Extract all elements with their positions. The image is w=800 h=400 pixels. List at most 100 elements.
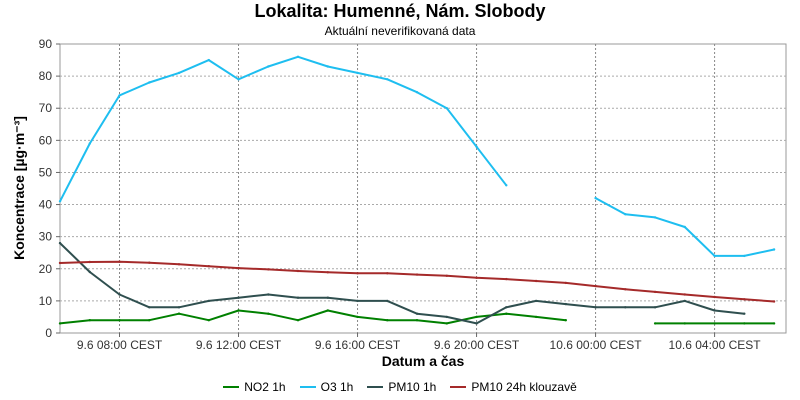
data-point [148, 81, 151, 84]
x-tick-label: 9.6 12:00 CEST [196, 338, 282, 352]
data-point [148, 261, 151, 264]
data-point [356, 299, 359, 303]
series-line-2 [59, 242, 745, 325]
data-point [386, 78, 389, 81]
data-point [356, 272, 359, 275]
data-point [415, 91, 419, 94]
data-point [713, 254, 716, 258]
chart-subtitle: Aktuální neverifikovaná data [324, 24, 476, 38]
legend-swatch [367, 386, 384, 388]
data-point [772, 322, 776, 325]
data-point [386, 299, 389, 303]
data-point [296, 319, 300, 322]
legend-label: NO2 1h [244, 380, 286, 394]
data-point [177, 263, 181, 266]
data-point [88, 142, 92, 145]
data-point [296, 55, 300, 58]
data-point [415, 273, 419, 276]
data-point [237, 296, 240, 299]
gridlines [60, 44, 786, 333]
data-point [475, 315, 478, 319]
legend-label: PM10 24h klouzavě [471, 380, 577, 394]
data-point [237, 309, 240, 312]
data-point [683, 299, 686, 303]
legend-swatch [450, 386, 467, 388]
data-point [207, 265, 210, 268]
legend-item: PM10 1h [367, 380, 436, 394]
data-point [564, 319, 567, 322]
legend-label: PM10 1h [388, 380, 437, 394]
data-point [743, 254, 746, 258]
series-group [58, 55, 776, 325]
data-point [58, 200, 62, 203]
data-point [296, 269, 300, 273]
data-point [267, 65, 270, 68]
data-point [207, 299, 210, 303]
x-tick-label: 9.6 08:00 CEST [77, 338, 163, 352]
data-point [683, 293, 686, 296]
legend-label: O3 1h [320, 380, 354, 394]
data-point [445, 322, 448, 325]
legend-item: NO2 1h [223, 380, 286, 394]
y-tick-label: 30 [39, 230, 53, 244]
data-point [772, 300, 776, 303]
data-point [148, 319, 151, 322]
y-tick-label: 90 [39, 37, 53, 51]
data-point [445, 107, 448, 110]
y-tick-label: 20 [39, 262, 53, 276]
data-point [505, 277, 508, 281]
data-point [713, 322, 716, 325]
data-point [88, 260, 92, 264]
data-point [445, 274, 448, 277]
data-point [534, 279, 538, 283]
y-axis-label: Koncentrace [µg·m⁻³] [11, 116, 27, 260]
data-point [683, 225, 686, 229]
legend-item: PM10 24h klouzavě [450, 380, 577, 394]
data-point [326, 271, 329, 274]
data-point [88, 270, 92, 274]
data-point [88, 319, 92, 322]
x-tick-label: 9.6 16:00 CEST [315, 338, 401, 352]
data-point [58, 322, 62, 325]
data-point [564, 281, 567, 285]
data-point [177, 312, 181, 315]
data-point [118, 260, 121, 263]
y-tick-label: 60 [39, 133, 53, 147]
data-point [594, 306, 597, 309]
y-tick-label: 50 [39, 165, 53, 179]
data-point [624, 306, 627, 309]
axes: 0 10 20 30 40 50 60 70 80 90 9.6 08:00 CEST 9.6 12:… [39, 37, 762, 352]
data-point [653, 322, 657, 325]
y-tick-label: 40 [39, 198, 53, 212]
legend-item: O3 1h [299, 380, 354, 394]
data-point [743, 312, 746, 315]
legend-swatch [299, 386, 316, 388]
data-point [713, 295, 716, 299]
data-point [177, 71, 181, 75]
x-tick-label: 9.6 20:00 CEST [434, 338, 520, 352]
data-point [445, 315, 448, 319]
data-point [683, 322, 686, 325]
data-point [267, 293, 270, 296]
data-point [237, 78, 240, 81]
data-point [475, 322, 478, 325]
data-point [475, 276, 478, 279]
data-point [207, 319, 210, 322]
chart-legend: NO2 1h O3 1h PM10 1h PM10 24h klouzavě [0, 380, 800, 394]
legend-swatch [223, 386, 240, 388]
data-point [564, 302, 567, 306]
data-point [594, 284, 597, 288]
y-tick-label: 10 [39, 294, 53, 308]
data-point [415, 312, 419, 315]
data-point [386, 319, 389, 322]
data-point [743, 298, 746, 301]
data-point [505, 184, 508, 187]
data-point [624, 288, 627, 291]
x-tick-label: 10.6 04:00 CEST [669, 338, 762, 352]
data-point [653, 216, 657, 219]
data-point [653, 290, 657, 294]
data-point [237, 266, 240, 270]
data-point [624, 213, 627, 216]
data-point [267, 268, 270, 271]
data-point [415, 319, 419, 322]
